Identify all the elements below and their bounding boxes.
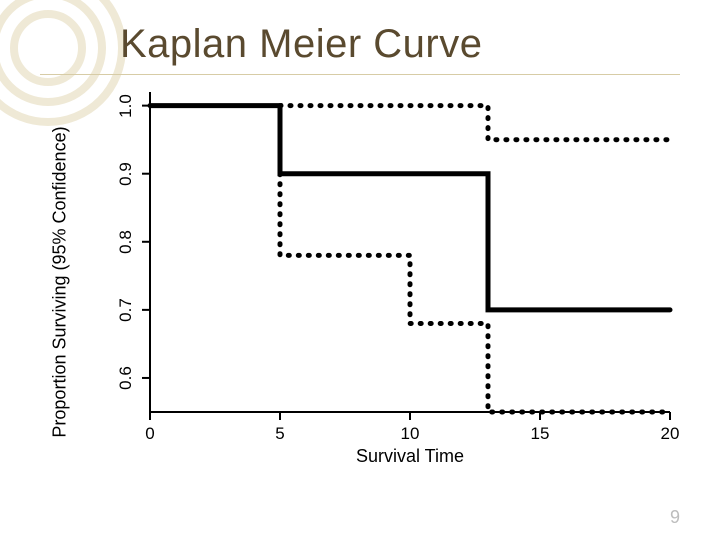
slide-title: Kaplan Meier Curve	[120, 22, 483, 67]
x-tick-label: 20	[661, 424, 680, 444]
x-tick-label: 5	[275, 424, 284, 444]
title-underline	[40, 74, 680, 75]
series-survival-estimate	[150, 106, 670, 310]
y-axis-label: Proportion Surviving (95% Confidence)	[50, 126, 71, 437]
y-tick-label: 0.9	[116, 162, 136, 186]
x-axis-label: Survival Time	[356, 446, 464, 467]
series-confidence-upper	[280, 106, 670, 140]
x-tick-label: 0	[145, 424, 154, 444]
y-tick-label: 1.0	[116, 94, 136, 118]
chart-svg	[80, 82, 680, 482]
x-tick-label: 15	[531, 424, 550, 444]
y-tick-label: 0.7	[116, 298, 136, 322]
y-tick-label: 0.6	[116, 366, 136, 390]
page-number: 9	[670, 507, 680, 528]
y-tick-label: 0.8	[116, 230, 136, 254]
km-chart: Proportion Surviving (95% Confidence) Su…	[80, 82, 680, 482]
series-confidence-lower	[280, 174, 670, 412]
x-tick-label: 10	[401, 424, 420, 444]
